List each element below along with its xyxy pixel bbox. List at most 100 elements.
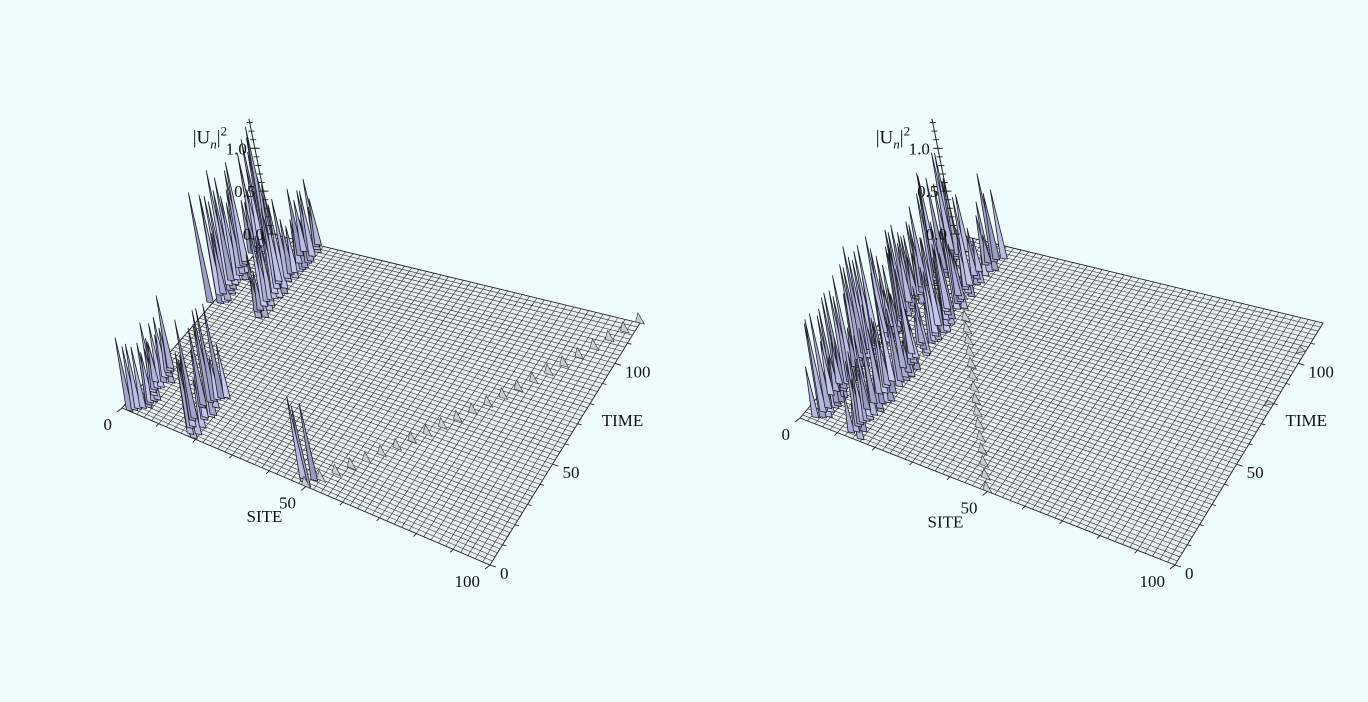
site-minor-tick: [155, 423, 160, 428]
grid-line-time: [201, 314, 571, 437]
z-tick-label: 1.0: [226, 139, 247, 158]
grid-line-time: [179, 341, 548, 473]
spike: [155, 295, 175, 370]
spike: [152, 316, 169, 379]
grid-line-time: [216, 297, 586, 412]
grid-line-time: [241, 268, 611, 372]
grid-line-time: [874, 328, 1247, 449]
breather-bump: [604, 329, 615, 343]
breather-bump: [361, 450, 372, 465]
surface-bump: [1295, 345, 1307, 354]
time-minor-tick: [564, 443, 570, 446]
grid-line-time: [882, 319, 1255, 437]
time-tick: [614, 362, 622, 366]
grid-line-time: [231, 280, 601, 388]
grid-line-time: [934, 258, 1304, 356]
breather-bump: [316, 469, 327, 484]
grid-line-time: [833, 377, 1208, 513]
time-minor-tick: [602, 383, 607, 385]
grid-line-time: [895, 304, 1267, 417]
spike: [982, 192, 1001, 261]
spike: [308, 198, 322, 246]
grid-line-time: [189, 329, 558, 457]
breather-bump: [977, 441, 988, 456]
grid-line-time: [174, 346, 543, 481]
grid-line-time: [929, 264, 1299, 364]
site-tick-label: 50: [279, 494, 296, 513]
site-tick: [982, 491, 988, 496]
grid-line-time: [947, 242, 1316, 336]
grid-line-time: [815, 399, 1190, 542]
time-tick-label: 50: [563, 463, 580, 482]
grid-line-time: [166, 355, 536, 493]
grid-line-time: [817, 396, 1193, 538]
spike: [819, 340, 835, 396]
grid-line-time: [812, 402, 1188, 546]
grid-line-time: [869, 334, 1242, 457]
grid-line-time: [825, 387, 1200, 525]
time-tick: [552, 463, 559, 467]
breather-bump: [967, 356, 977, 370]
breather-bump: [976, 429, 987, 443]
grid-line-time: [890, 310, 1262, 425]
spike: [257, 236, 275, 301]
time-tick-label: 50: [1247, 463, 1264, 482]
grid-line-time: [861, 344, 1235, 469]
spike: [286, 188, 305, 257]
grid-line-time: [244, 265, 613, 368]
breather-bump: [407, 430, 418, 445]
grid-line-time: [877, 325, 1250, 445]
grid-line-time: [206, 309, 576, 429]
spike: [293, 199, 308, 253]
spike: [982, 234, 992, 264]
breather-bump: [377, 444, 387, 458]
grid-line-time: [196, 320, 566, 445]
grid-line-time: [219, 294, 588, 408]
surface-features: [114, 126, 646, 490]
breather-bump: [962, 321, 973, 335]
breather-bump: [346, 457, 357, 471]
time-minor-tick: [577, 423, 582, 426]
grid-line-time: [211, 303, 581, 421]
breather-bump: [513, 379, 524, 393]
grid-line-time: [181, 338, 551, 469]
breather-bump: [544, 363, 554, 377]
grid-line-time: [872, 331, 1245, 453]
breather-bump: [528, 371, 539, 385]
breather-bump: [422, 423, 433, 438]
spike: [878, 340, 892, 387]
spike: [858, 328, 878, 405]
grid-line-time: [851, 356, 1225, 485]
grid-line-time: [194, 323, 563, 449]
breather-bump: [483, 394, 494, 408]
grid-line-time: [830, 380, 1205, 517]
spike: [220, 195, 241, 281]
z-axis-label: |Un|2: [193, 124, 227, 152]
site-tick: [116, 407, 123, 413]
time-minor-tick: [502, 544, 507, 547]
grid-line-time: [841, 368, 1215, 501]
grid-line-time: [854, 353, 1227, 481]
site-tick-label: 0: [104, 415, 113, 434]
time-minor-tick: [627, 342, 632, 345]
grid-line-time: [820, 393, 1195, 533]
breather-bump: [979, 454, 990, 468]
site-tick: [300, 486, 307, 491]
grid-line-time: [171, 349, 541, 485]
site-minor-tick: [229, 454, 233, 459]
spike: [894, 268, 916, 355]
grid-line-time: [931, 261, 1301, 360]
grid-line-time: [856, 350, 1230, 477]
site-minor-tick: [1059, 520, 1063, 525]
spike: [864, 236, 889, 334]
time-minor-tick: [1261, 423, 1266, 426]
site-tick-label: 0: [782, 425, 791, 444]
spike: [147, 341, 160, 383]
time-axis-label: TIME: [602, 411, 644, 430]
grid-line-time: [204, 312, 573, 433]
time-minor-tick: [1310, 342, 1315, 345]
spike: [246, 169, 266, 247]
spike: [187, 192, 215, 304]
site-tick: [1169, 564, 1176, 570]
spike: [224, 161, 249, 263]
